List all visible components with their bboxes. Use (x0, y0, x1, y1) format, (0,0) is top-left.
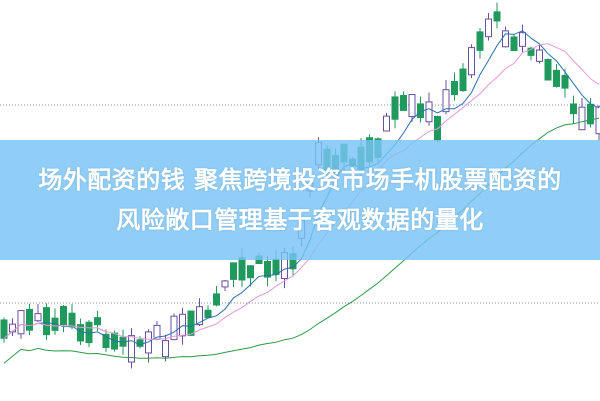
candle-body (0, 319, 8, 339)
candle-body (493, 11, 501, 22)
candle-body (26, 308, 33, 331)
candle-body (60, 306, 67, 326)
candle-body (459, 68, 467, 92)
candle-body (485, 18, 492, 38)
candle-body (94, 317, 101, 326)
candle-body (162, 340, 169, 358)
candle-body (451, 81, 458, 96)
candle-body (196, 306, 203, 326)
candle-body (544, 58, 552, 81)
candle-body (587, 103, 594, 125)
moving-average-line (3, 43, 600, 340)
candle-body (272, 258, 280, 276)
candle-body (68, 312, 76, 328)
candle-body (238, 257, 246, 281)
candle-body (128, 335, 135, 363)
candle-body (230, 262, 237, 280)
candle-body (221, 280, 229, 288)
candle-body (468, 47, 475, 76)
candle-body (536, 49, 543, 62)
candle-body (553, 69, 560, 87)
candle-body (187, 310, 195, 336)
candle-body (527, 47, 535, 56)
candle-body (204, 309, 212, 318)
candle-body (264, 260, 271, 278)
candle-body (17, 310, 25, 335)
headline-line-1: 场外配资的钱 聚焦跨境投资市场手机股票配资的 (38, 166, 562, 194)
headline-line-2: 风险敞口管理基于客观数据的量化 (116, 206, 484, 234)
candle-body (102, 333, 110, 348)
candle-body (77, 324, 84, 342)
candle-body (510, 36, 518, 52)
candle-body (570, 103, 577, 115)
candle-body (408, 94, 416, 118)
candle-body (442, 89, 450, 113)
candle-body (502, 30, 509, 48)
candle-body (391, 96, 399, 120)
candle-body (561, 74, 569, 89)
candle-body (578, 106, 586, 131)
candle-body (9, 323, 16, 333)
candle-body (383, 115, 390, 132)
candle-body (170, 315, 178, 341)
candle-body (213, 293, 220, 306)
headline-banner: 场外配资的钱 聚焦跨境投资市场手机股票配资的 风险敞口管理基于客观数据的量化 (0, 140, 600, 260)
candle-body (247, 265, 254, 279)
candle-body (595, 106, 600, 135)
candle-body (519, 32, 526, 47)
candle-body (425, 101, 433, 123)
candle-body (476, 31, 484, 51)
candle-body (400, 95, 407, 111)
candle-body (43, 307, 50, 336)
candle-body (179, 313, 186, 337)
candle-body (34, 313, 42, 322)
